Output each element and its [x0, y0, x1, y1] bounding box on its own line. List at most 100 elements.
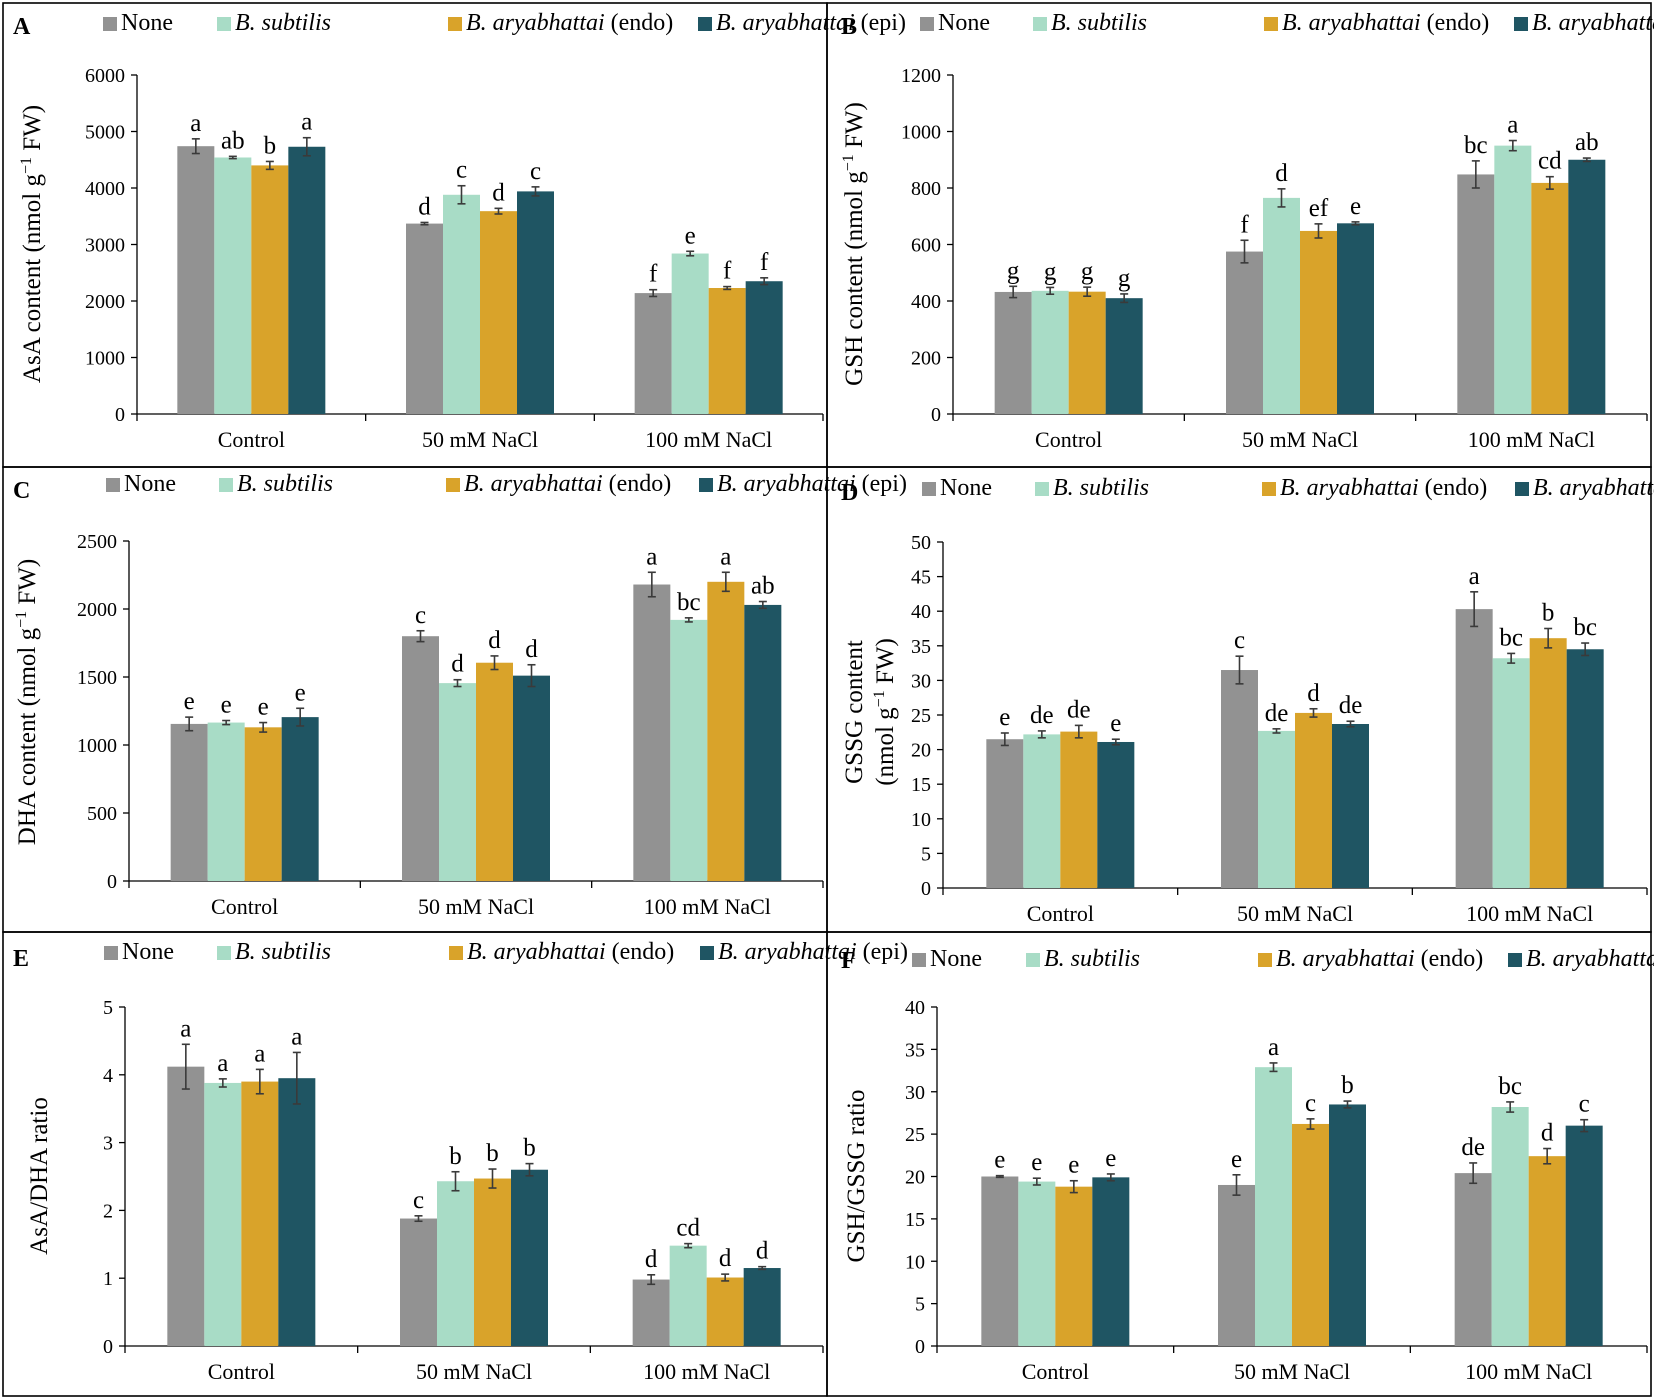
panel-A: A None B. subtilis B. aryabhattai (endo) B. … [2, 2, 906, 468]
legend-label: None [124, 471, 176, 497]
y-tick-label: 35 [905, 1039, 925, 1061]
x-category-label: 50 mM NaCl [1234, 1359, 1350, 1384]
y-tick-label: 15 [905, 1209, 925, 1231]
significance-letter: e [1031, 1149, 1042, 1176]
y-tick-label: 2 [103, 1200, 113, 1222]
x-category-label: Control [1022, 1359, 1089, 1384]
significance-letter: a [1507, 112, 1518, 139]
y-tick-label: 40 [911, 601, 931, 623]
y-tick-label: 2500 [77, 531, 117, 553]
panel-B: B None B. subtilis B. aryabhattai (endo) B. … [826, 2, 1654, 468]
bar [1255, 1067, 1292, 1346]
legend-swatch [104, 946, 118, 960]
y-tick-label: 3000 [85, 235, 125, 257]
legend: None B. subtilis B. aryabhattai (endo) B. a… [106, 471, 907, 497]
legend: None B. subtilis B. aryabhattai (endo) B. a… [103, 10, 906, 36]
legend-swatch [106, 478, 120, 492]
significance-letter: d [756, 1238, 769, 1265]
legend-label: B. aryabhattai (endo) [466, 10, 673, 36]
legend-label: B. aryabhattai (endo) [467, 939, 674, 965]
legend: None B. subtilis B. aryabhattai (endo) B. a… [920, 10, 1654, 36]
significance-letter: e [685, 222, 696, 249]
significance-letter: b [449, 1143, 462, 1170]
y-tick-label: 45 [911, 567, 931, 589]
significance-letter: f [649, 261, 658, 288]
bar [476, 662, 513, 881]
significance-letter: d [525, 636, 538, 663]
legend-label: B. subtilis [1053, 475, 1149, 501]
bar [981, 1176, 1019, 1346]
bar [706, 1277, 744, 1346]
bar [402, 636, 439, 881]
significance-letter: bc [1498, 1073, 1522, 1100]
significance-letter: f [1240, 211, 1249, 238]
y-tick-label: 5000 [85, 122, 125, 144]
bar [443, 194, 480, 414]
significance-letter: e [1105, 1145, 1116, 1172]
bar [1258, 730, 1295, 888]
significance-letter: b [1542, 600, 1555, 627]
x-category-label: 100 mM NaCl [1465, 1359, 1592, 1384]
bar [1457, 174, 1495, 414]
panel-letter: A [13, 14, 31, 40]
x-category-label: 100 mM NaCl [1468, 427, 1595, 452]
significance-letter: a [217, 1050, 228, 1077]
y-tick-label: 30 [905, 1082, 925, 1104]
bar [1226, 251, 1263, 414]
bar [1568, 159, 1606, 414]
significance-letter: b [264, 132, 277, 159]
significance-letter: a [254, 1040, 265, 1067]
bar [1263, 197, 1300, 414]
significance-letter: ef [1309, 195, 1329, 222]
legend-label: B. aryabhattai (epi) [1532, 10, 1654, 36]
y-tick-label: 10 [905, 1251, 925, 1273]
legend-label: B. aryabhattai (epi) [1533, 475, 1654, 501]
significance-letter: ab [751, 573, 775, 600]
legend-swatch [912, 953, 926, 967]
y-tick-label: 20 [911, 740, 931, 762]
legend-swatch [217, 946, 231, 960]
significance-letter: a [190, 110, 201, 137]
bar [1566, 649, 1604, 888]
x-category-label: Control [1035, 427, 1102, 452]
significance-letter: e [1068, 1152, 1079, 1179]
bar [204, 1082, 242, 1346]
x-category-label: 50 mM NaCl [1242, 427, 1358, 452]
legend-swatch [699, 478, 713, 492]
bar [669, 1245, 707, 1346]
significance-letter: c [1234, 627, 1245, 654]
panel-E: E None B. subtilis B. aryabhattai (endo) B. … [2, 931, 908, 1397]
legend-swatch [1035, 482, 1049, 496]
y-tick-label: 0 [115, 404, 125, 426]
bar [994, 291, 1032, 414]
bar [241, 1081, 279, 1346]
bar [480, 211, 517, 414]
bar [1023, 734, 1061, 888]
legend-label: B. aryabhattai (epi) [718, 939, 908, 965]
bar [517, 191, 554, 414]
bar [1097, 741, 1135, 888]
bar [1092, 1177, 1130, 1346]
bar [474, 1178, 511, 1346]
significance-letter: c [413, 1187, 424, 1214]
significance-letter: cd [676, 1215, 700, 1242]
significance-letter: c [530, 158, 541, 185]
bar [632, 1279, 670, 1346]
y-axis-label: GSH content (nmol g−1 FW) [840, 102, 868, 386]
y-axis-label: AsA content (nmol g−1 FW) [18, 105, 46, 383]
legend-swatch [1033, 17, 1047, 31]
bar [214, 157, 252, 415]
y-tick-label: 500 [87, 803, 117, 825]
significance-letter: e [1231, 1146, 1242, 1173]
y-tick-label: 0 [915, 1336, 925, 1358]
bar [671, 253, 709, 414]
legend-swatch [920, 17, 934, 31]
bar [1060, 731, 1098, 888]
significance-letter: e [1350, 193, 1361, 220]
y-tick-label: 4 [103, 1065, 113, 1087]
bar [745, 281, 783, 414]
significance-letter: a [301, 109, 312, 136]
significance-letter: bc [1499, 624, 1523, 651]
significance-letter: g [1081, 258, 1094, 285]
